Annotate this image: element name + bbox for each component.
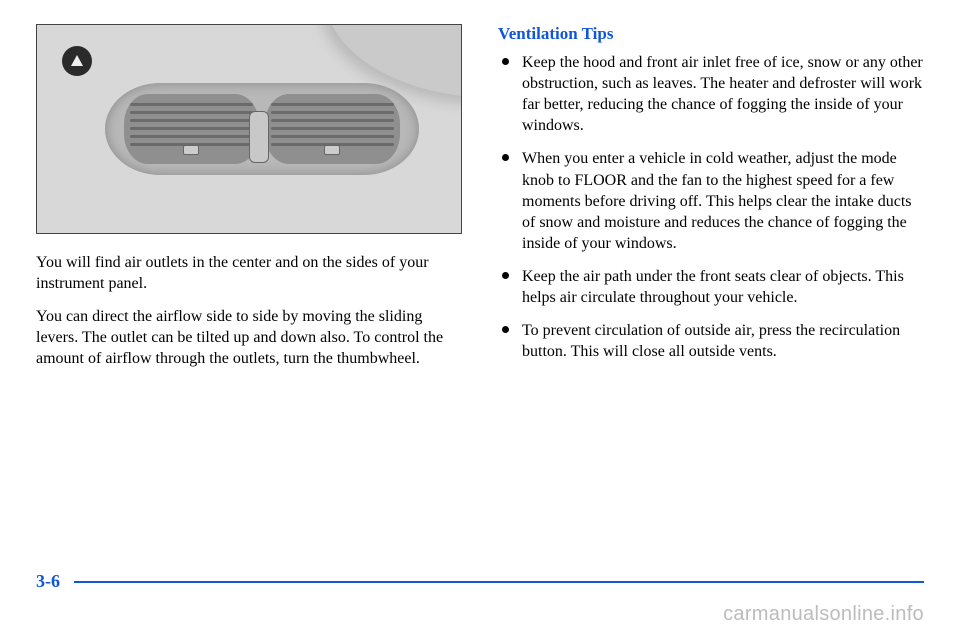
list-item: To prevent circulation of outside air, p… bbox=[498, 320, 924, 362]
air-vent bbox=[105, 83, 419, 175]
vent-slat bbox=[271, 127, 394, 130]
vent-slat bbox=[130, 135, 253, 138]
air-outlet-photo bbox=[36, 24, 462, 234]
slider-lever-right bbox=[324, 145, 340, 155]
hazard-button-icon bbox=[62, 46, 92, 76]
vent-slat bbox=[271, 103, 394, 106]
tips-list: Keep the hood and front air inlet free o… bbox=[498, 52, 924, 362]
vent-right-half bbox=[265, 94, 400, 164]
list-item: When you enter a vehicle in cold weather… bbox=[498, 148, 924, 254]
vent-left-half bbox=[124, 94, 259, 164]
vent-slat bbox=[130, 127, 253, 130]
page-number: 3-6 bbox=[36, 571, 60, 592]
slider-lever-left bbox=[183, 145, 199, 155]
ventilation-tips-heading: Ventilation Tips bbox=[498, 24, 924, 44]
vent-slat bbox=[271, 119, 394, 122]
body-paragraph: You will find air outlets in the center … bbox=[36, 252, 462, 294]
triangle-icon bbox=[71, 55, 83, 66]
left-column: You will find air outlets in the center … bbox=[36, 24, 462, 382]
right-column: Ventilation Tips Keep the hood and front… bbox=[498, 24, 924, 382]
two-column-layout: You will find air outlets in the center … bbox=[36, 24, 924, 382]
vent-slat bbox=[130, 103, 253, 106]
manual-page: You will find air outlets in the center … bbox=[0, 0, 960, 640]
list-item: Keep the air path under the front seats … bbox=[498, 266, 924, 308]
page-footer: 3-6 bbox=[36, 571, 924, 592]
thumbwheel bbox=[249, 111, 269, 163]
list-item: Keep the hood and front air inlet free o… bbox=[498, 52, 924, 136]
vent-slat bbox=[271, 135, 394, 138]
footer-rule bbox=[74, 581, 924, 583]
body-paragraph: You can direct the airflow side to side … bbox=[36, 306, 462, 369]
vent-slat bbox=[271, 111, 394, 114]
vent-slat bbox=[130, 119, 253, 122]
watermark-text: carmanualsonline.info bbox=[723, 603, 924, 626]
vent-slat bbox=[130, 111, 253, 114]
